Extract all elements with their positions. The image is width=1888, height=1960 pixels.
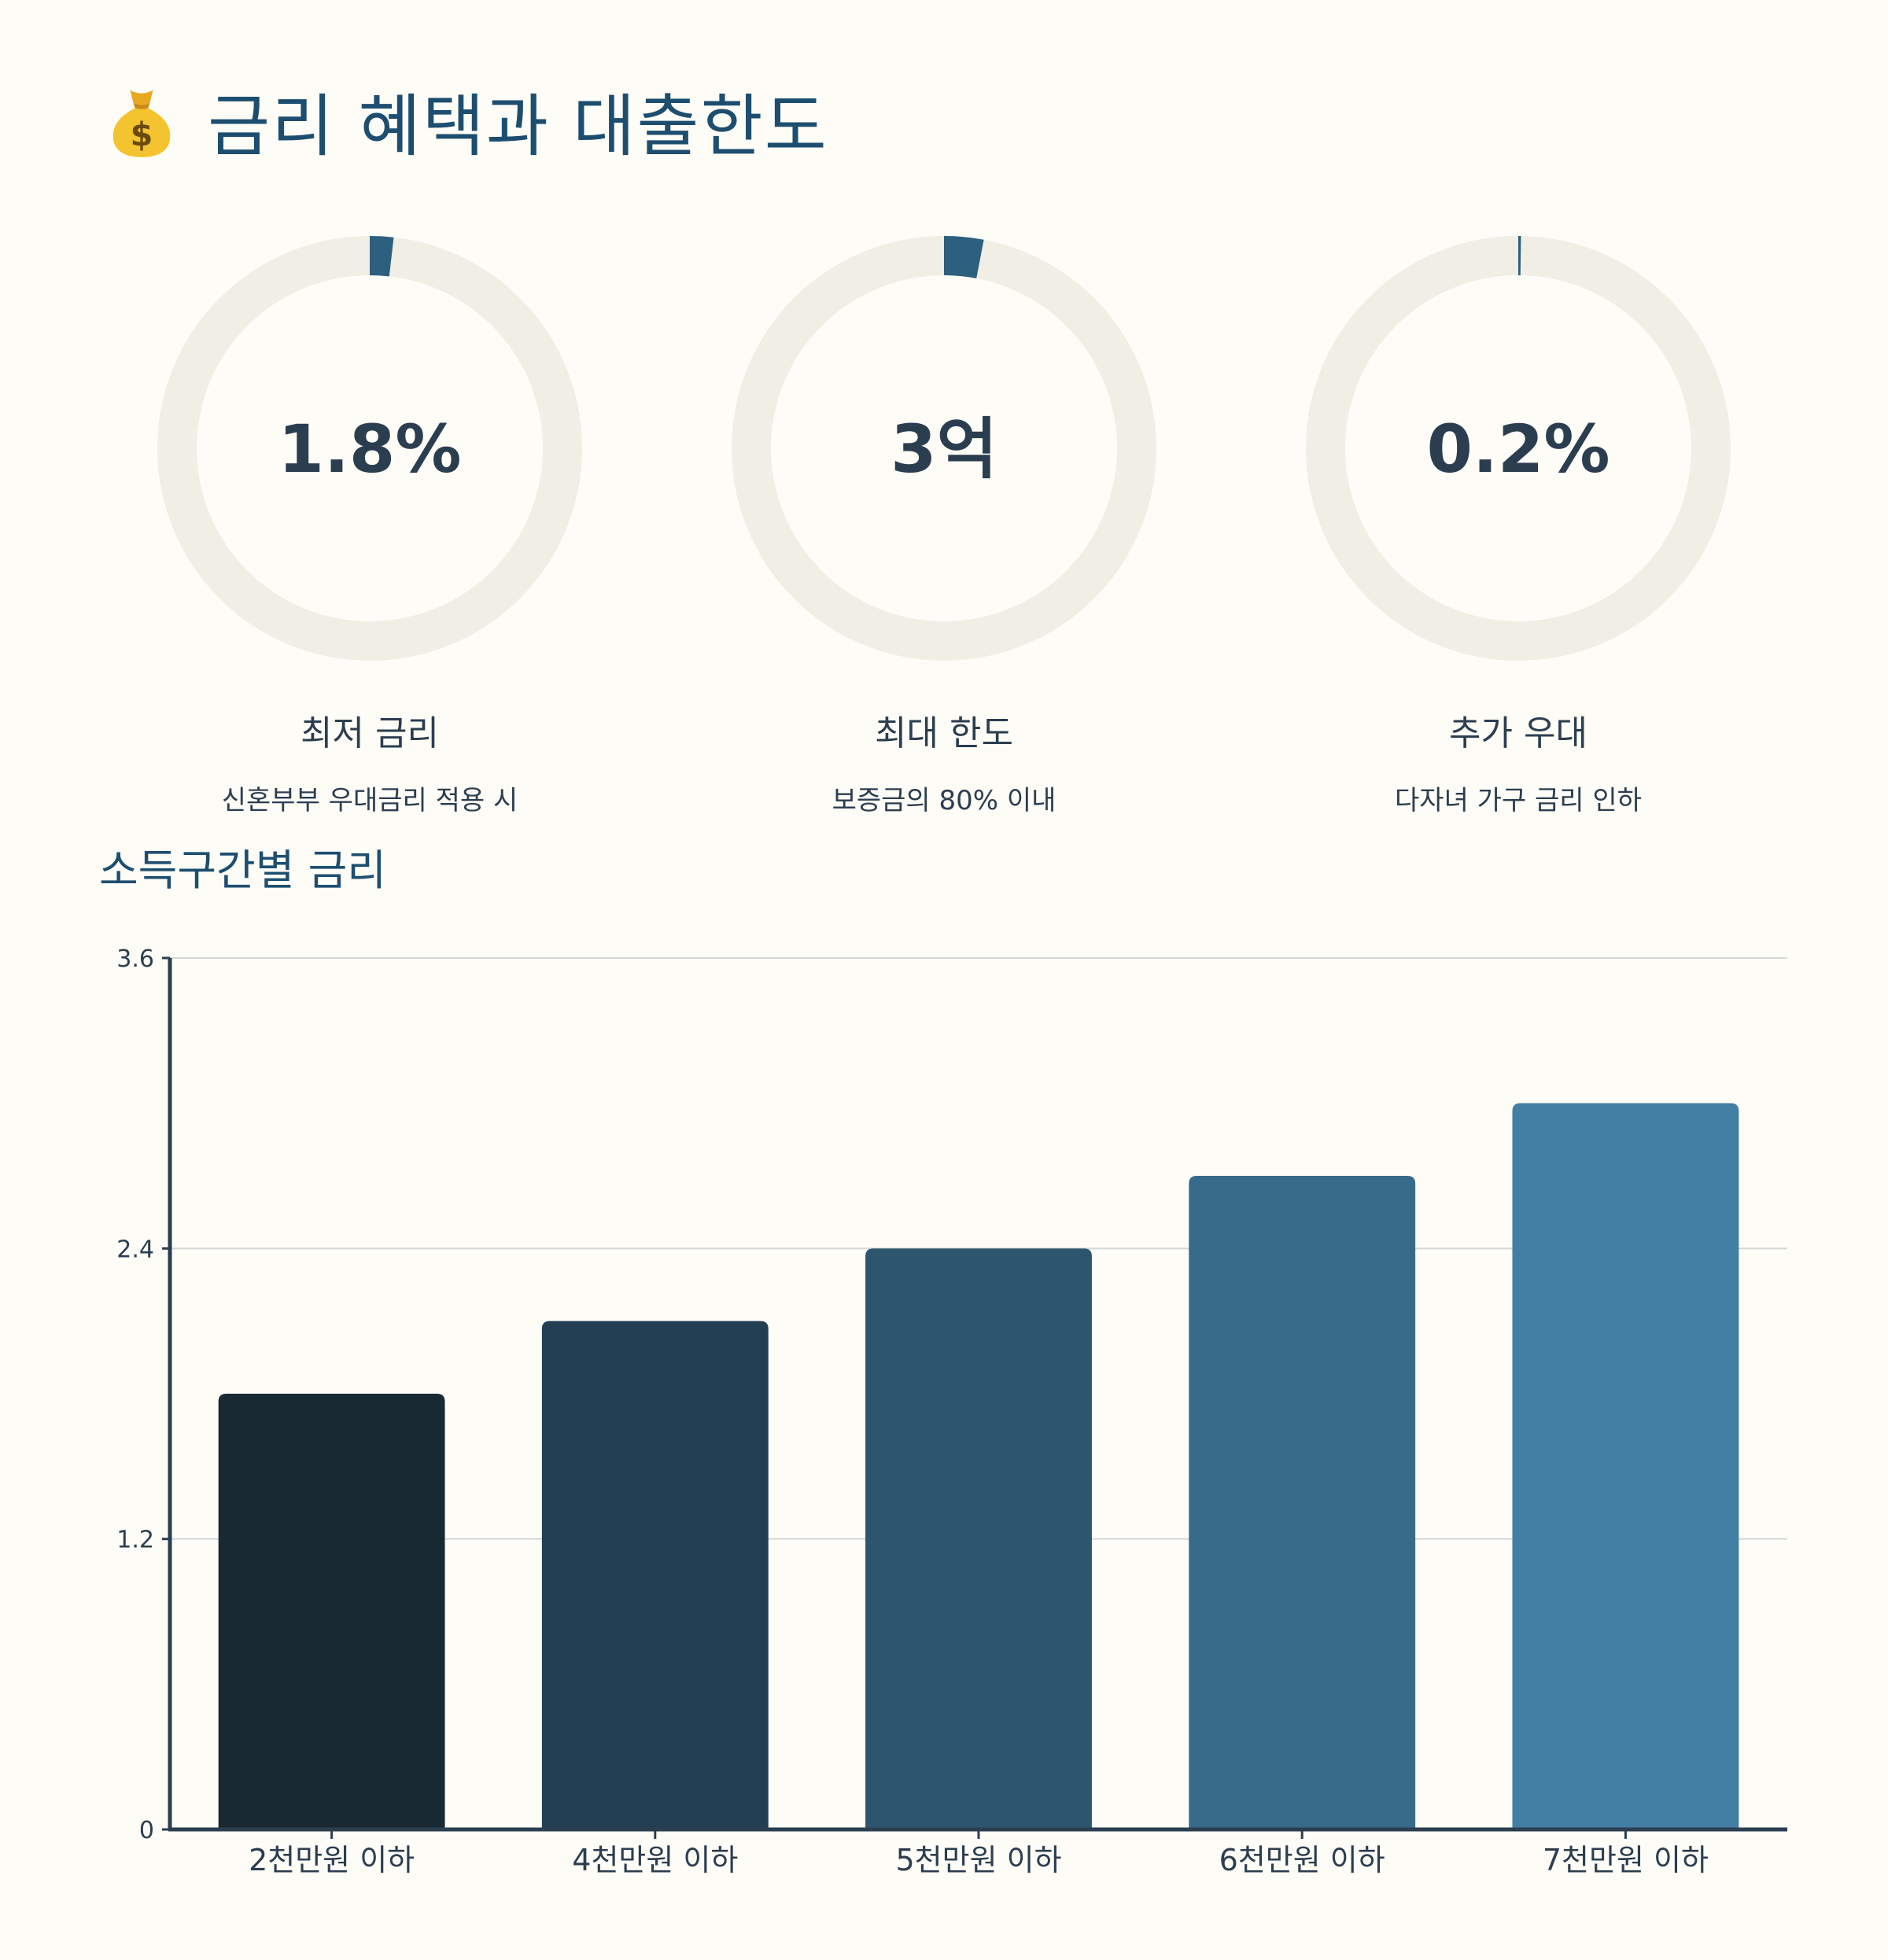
money-bag-icon: $ <box>112 90 171 157</box>
stat-card-extra-discount: 0.2% 추가 우대 다자녀 가구 금리 인하 <box>1298 228 1739 817</box>
stat-value: 0.2% <box>1427 411 1610 488</box>
progress-ring: 0.2% <box>1306 236 1731 661</box>
section-title: 소득구간별 금리 <box>99 846 386 895</box>
stat-value: 3억 <box>891 411 997 488</box>
bar <box>865 1248 1092 1829</box>
bar-chart: 0 1.2 2.4 3.6 2천만원 이하 4천만원 이하 5천만원 이하 6천만원 이하 7천… <box>116 945 1787 1877</box>
stat-description: 다자녀 가구 금리 인하 <box>1395 785 1642 816</box>
x-tick-label: 4천만원 이하 <box>572 1843 738 1877</box>
stat-value: 1.8% <box>278 411 462 488</box>
x-tick-label: 6천만원 이하 <box>1219 1843 1385 1877</box>
progress-ring: 3억 <box>732 236 1156 661</box>
stat-label: 최저 금리 <box>301 713 439 753</box>
y-tick-label: 0 <box>139 1817 154 1844</box>
stat-description: 신혼부부 우대금리 적용 시 <box>221 785 518 816</box>
x-tick-label: 7천만원 이하 <box>1543 1843 1709 1877</box>
ring-fill <box>369 236 394 277</box>
page-header: $ 금리 혜택과 대출한도 <box>101 72 828 167</box>
ring-fill <box>943 236 984 278</box>
x-tick-label: 2천만원 이하 <box>249 1843 415 1877</box>
y-tick-label: 3.6 <box>116 945 154 973</box>
y-tick-label: 2.4 <box>116 1236 154 1263</box>
stat-label: 추가 우대 <box>1449 713 1587 753</box>
progress-ring: 1.8% <box>157 236 582 661</box>
svg-text:$: $ <box>131 115 153 153</box>
stat-card-max-limit: 3억 최대 한도 보증금의 80% 이내 <box>724 228 1164 817</box>
page-title: 금리 혜택과 대출한도 <box>208 87 828 166</box>
bar <box>541 1321 769 1829</box>
bar <box>1189 1176 1416 1829</box>
x-tick-label: 5천만원 이하 <box>895 1843 1061 1877</box>
bar <box>1512 1103 1739 1829</box>
y-tick-label: 1.2 <box>116 1527 154 1554</box>
stat-description: 보증금의 80% 이내 <box>832 785 1056 816</box>
bar <box>218 1394 445 1829</box>
stat-card-min-rate: 1.8% 최저 금리 신혼부부 우대금리 적용 시 <box>149 228 590 817</box>
stat-label: 최대 한도 <box>875 713 1013 753</box>
